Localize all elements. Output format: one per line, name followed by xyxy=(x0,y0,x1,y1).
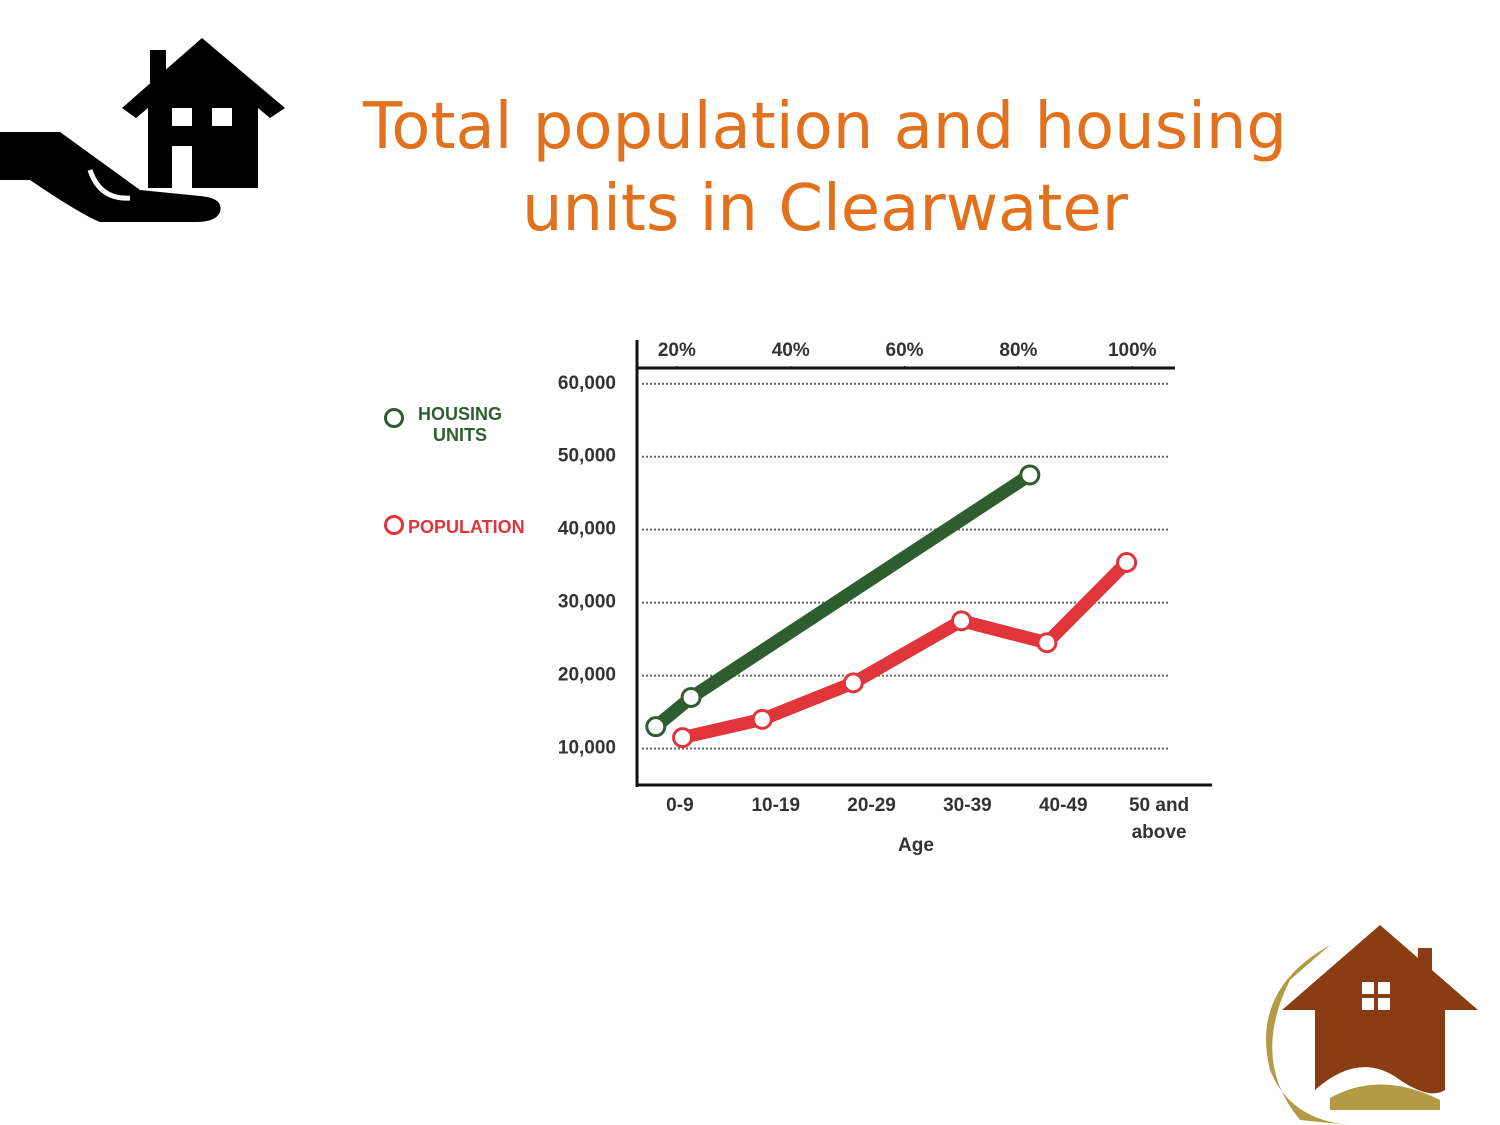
series-line xyxy=(681,557,1132,744)
legend-marker xyxy=(384,515,404,535)
top-tick-label: 100% xyxy=(1108,340,1157,361)
legend-label: POPULATION xyxy=(408,517,525,537)
legend-label: HOUSING UNITS xyxy=(417,404,502,445)
x-tick-label: 50 and above xyxy=(1129,795,1189,843)
x-tick-label: 0-9 xyxy=(666,795,693,816)
y-tick-label: 60,000 xyxy=(558,373,616,394)
legend-marker xyxy=(384,408,404,428)
top-tick-label: 80% xyxy=(999,340,1037,361)
marker xyxy=(680,686,702,708)
logo xyxy=(1266,925,1478,1125)
marker xyxy=(1116,552,1138,573)
marker xyxy=(672,727,694,749)
marker xyxy=(645,716,667,738)
hand-house-icon xyxy=(0,38,285,222)
top-tick-label: 60% xyxy=(886,340,924,361)
y-tick-label: 10,000 xyxy=(558,738,616,759)
marker xyxy=(1036,632,1058,654)
x-tick-label: 10-19 xyxy=(751,795,800,816)
y-tick-label: 40,000 xyxy=(558,519,616,540)
top-tick-label: 40% xyxy=(772,340,810,361)
top-tick-label: 20% xyxy=(658,340,696,361)
marker xyxy=(951,610,973,632)
y-tick-label: 30,000 xyxy=(558,592,616,613)
x-axis-title: Age xyxy=(898,835,934,856)
marker xyxy=(842,672,864,694)
chart-title: Total population and housing units in Cl… xyxy=(362,90,1288,246)
x-tick-label: 40-49 xyxy=(1039,795,1088,816)
marker xyxy=(751,708,773,730)
x-tick-label: 30-39 xyxy=(943,795,992,816)
marker xyxy=(1019,464,1041,486)
y-tick-label: 50,000 xyxy=(558,446,616,467)
y-tick-label: 20,000 xyxy=(558,665,616,686)
x-tick-label: 20-29 xyxy=(847,795,896,816)
